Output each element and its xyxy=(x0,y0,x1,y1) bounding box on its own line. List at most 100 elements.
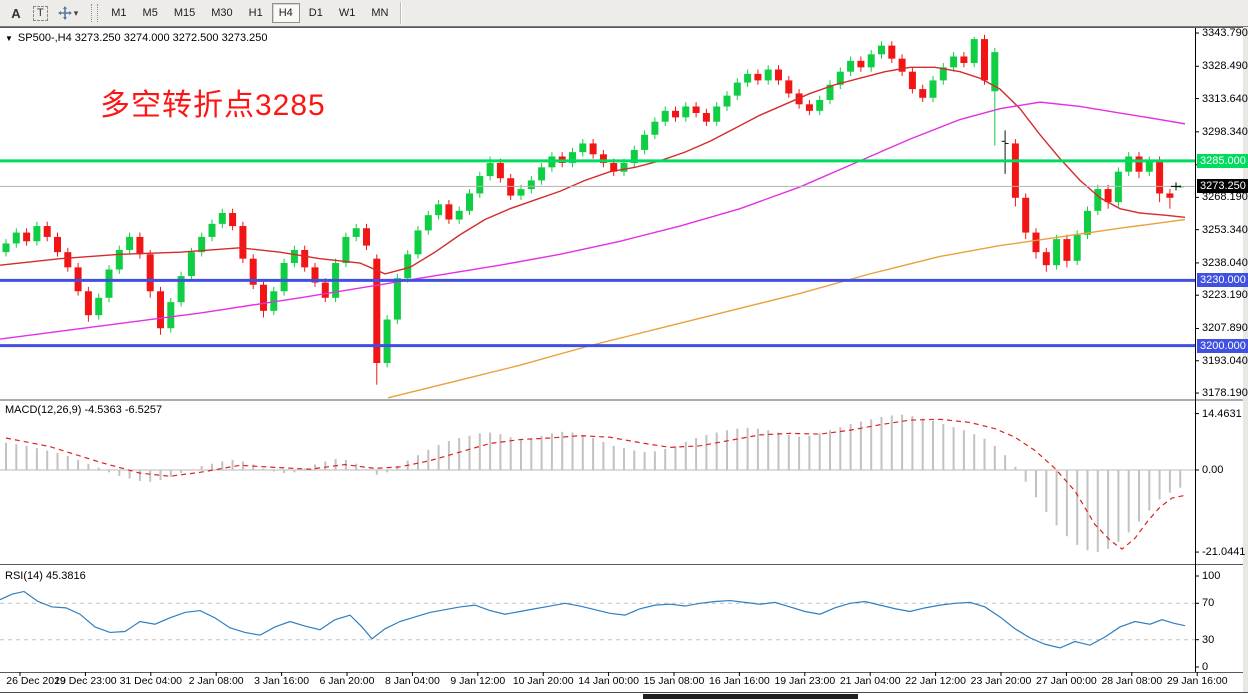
candle-body xyxy=(486,163,494,177)
horizontal-scrollbar[interactable] xyxy=(0,692,1248,699)
candle-body xyxy=(970,39,978,64)
candle-body xyxy=(1084,210,1091,235)
candle-body xyxy=(126,236,134,250)
time-axis-label: 10 Jan 20:00 xyxy=(512,675,574,687)
timeframe-button-h4[interactable]: H4 xyxy=(271,3,300,23)
time-axis-label: 21 Jan 04:00 xyxy=(839,675,901,687)
candle-body xyxy=(754,73,762,81)
time-axis-label: 16 Jan 16:00 xyxy=(709,675,770,687)
candle-body xyxy=(836,71,844,85)
time-axis: 26 Dec 2019 29 Dec 23:00 31 Dec 04:00 2 Jan… xyxy=(0,674,1248,691)
candle-body xyxy=(805,104,813,111)
candle-body xyxy=(878,45,885,55)
time-axis-label: 2 Jan 08:00 xyxy=(188,675,244,687)
time-axis-label: 31 Dec 04:00 xyxy=(119,675,183,687)
candle-body xyxy=(723,95,731,107)
scrollbar-thumb[interactable] xyxy=(643,694,858,699)
candle-body xyxy=(249,258,257,285)
candle-body xyxy=(672,110,679,118)
text-tool-button[interactable]: T xyxy=(29,3,52,23)
time-axis-label: 22 Jan 12:00 xyxy=(905,675,966,687)
timeframe-button-m1[interactable]: M1 xyxy=(104,3,133,23)
timeframe-button-m15[interactable]: M15 xyxy=(167,3,202,23)
time-axis-label: 28 Jan 08:00 xyxy=(1101,675,1163,687)
candle-body xyxy=(1166,193,1174,198)
candle-body xyxy=(785,80,793,94)
candle-body xyxy=(95,297,103,316)
price-axis-label: 3193.040 xyxy=(1202,354,1248,367)
candle-body xyxy=(939,67,947,81)
candle-body xyxy=(352,228,360,237)
candle-body xyxy=(466,193,473,211)
candle-body xyxy=(455,210,463,220)
candle-body xyxy=(445,204,453,220)
right-edge-strip xyxy=(1243,27,1248,699)
time-axis-label: 14 Jan 00:00 xyxy=(578,675,639,687)
candle-body xyxy=(260,284,267,311)
time-axis-label: 15 Jan 08:00 xyxy=(643,675,705,687)
price-level-flag: 3285.000 xyxy=(1197,153,1248,168)
candle-body xyxy=(744,73,752,83)
candle-body xyxy=(569,152,576,164)
candle-body xyxy=(651,121,659,135)
macd-axis-label: -21.0441 xyxy=(1202,546,1246,559)
candle-body xyxy=(208,223,216,237)
time-axis-label: 29 Jan 16:00 xyxy=(1166,675,1228,687)
timeframe-button-mn[interactable]: MN xyxy=(364,3,395,23)
rsi-indicator-label: RSI(14) 45.3816 xyxy=(5,570,86,582)
candle-body xyxy=(1156,160,1164,194)
time-axis-label: 29 Dec 23:00 xyxy=(54,675,117,687)
toolbar-separator xyxy=(400,2,403,24)
time-axis-label: 27 Jan 00:00 xyxy=(1036,675,1097,687)
candle-body xyxy=(960,56,968,64)
candle-body xyxy=(23,232,31,242)
candle-body xyxy=(620,163,628,172)
timeframe-button-m30[interactable]: M30 xyxy=(204,3,239,23)
time-axis-label: 8 Jan 04:00 xyxy=(384,675,440,687)
candle-body xyxy=(12,232,20,244)
candle-body xyxy=(1022,197,1030,233)
candle-body xyxy=(579,143,587,153)
candle-body xyxy=(1114,171,1122,203)
timeframe-button-m5[interactable]: M5 xyxy=(136,3,165,23)
rsi-line xyxy=(0,590,1186,649)
candle-body xyxy=(908,71,916,90)
candle-body xyxy=(692,106,700,114)
arrow-annotation-button[interactable]: A xyxy=(5,3,27,23)
price-axis-label: 3178.190 xyxy=(1202,387,1248,400)
candle-body xyxy=(733,82,741,96)
candle-body xyxy=(239,226,247,259)
time-axis-label: 6 Jan 20:00 xyxy=(319,675,375,687)
symbol-ohlc-text: SP500-,H4 3273.250 3274.000 3272.500 327… xyxy=(17,32,268,44)
crosshair-tool-button[interactable]: ▾ xyxy=(54,3,83,23)
candle-body xyxy=(167,302,175,329)
candle-body xyxy=(1073,234,1081,261)
price-axis-label: 3223.190 xyxy=(1202,289,1248,302)
price-level-flag: 3230.000 xyxy=(1197,273,1248,288)
toolbar-drag-handle[interactable] xyxy=(91,4,99,22)
time-axis-label: 3 Jan 16:00 xyxy=(254,675,310,687)
macd-signal-line xyxy=(5,418,1186,550)
candle-body xyxy=(713,106,721,122)
candle-body xyxy=(43,226,51,237)
symbol-dropdown-icon[interactable]: ▼ xyxy=(5,33,13,43)
candle-body xyxy=(538,167,546,181)
candle-body xyxy=(1104,189,1112,203)
candle-body xyxy=(218,213,226,224)
candle-body xyxy=(1053,239,1061,266)
candle-body xyxy=(496,163,504,179)
candle-body xyxy=(393,278,401,320)
timeframe-button-h1[interactable]: H1 xyxy=(242,3,270,23)
candle-body xyxy=(187,252,195,277)
symbol-ohlc-line: ▼ SP500-,H4 3273.250 3274.000 3272.500 3… xyxy=(5,32,267,44)
timeframe-button-d1[interactable]: D1 xyxy=(302,3,330,23)
macd-axis-label: 0.00 xyxy=(1202,464,1224,476)
candle-body xyxy=(290,249,298,264)
time-axis-label: 19 Jan 23:00 xyxy=(774,675,836,687)
candle-body xyxy=(280,263,288,292)
timeframe-button-group: M1 M5 M15 M30 H1 H4 D1 W1 MN xyxy=(103,3,396,23)
timeframe-button-w1[interactable]: W1 xyxy=(332,3,363,23)
candle-body xyxy=(301,249,309,268)
